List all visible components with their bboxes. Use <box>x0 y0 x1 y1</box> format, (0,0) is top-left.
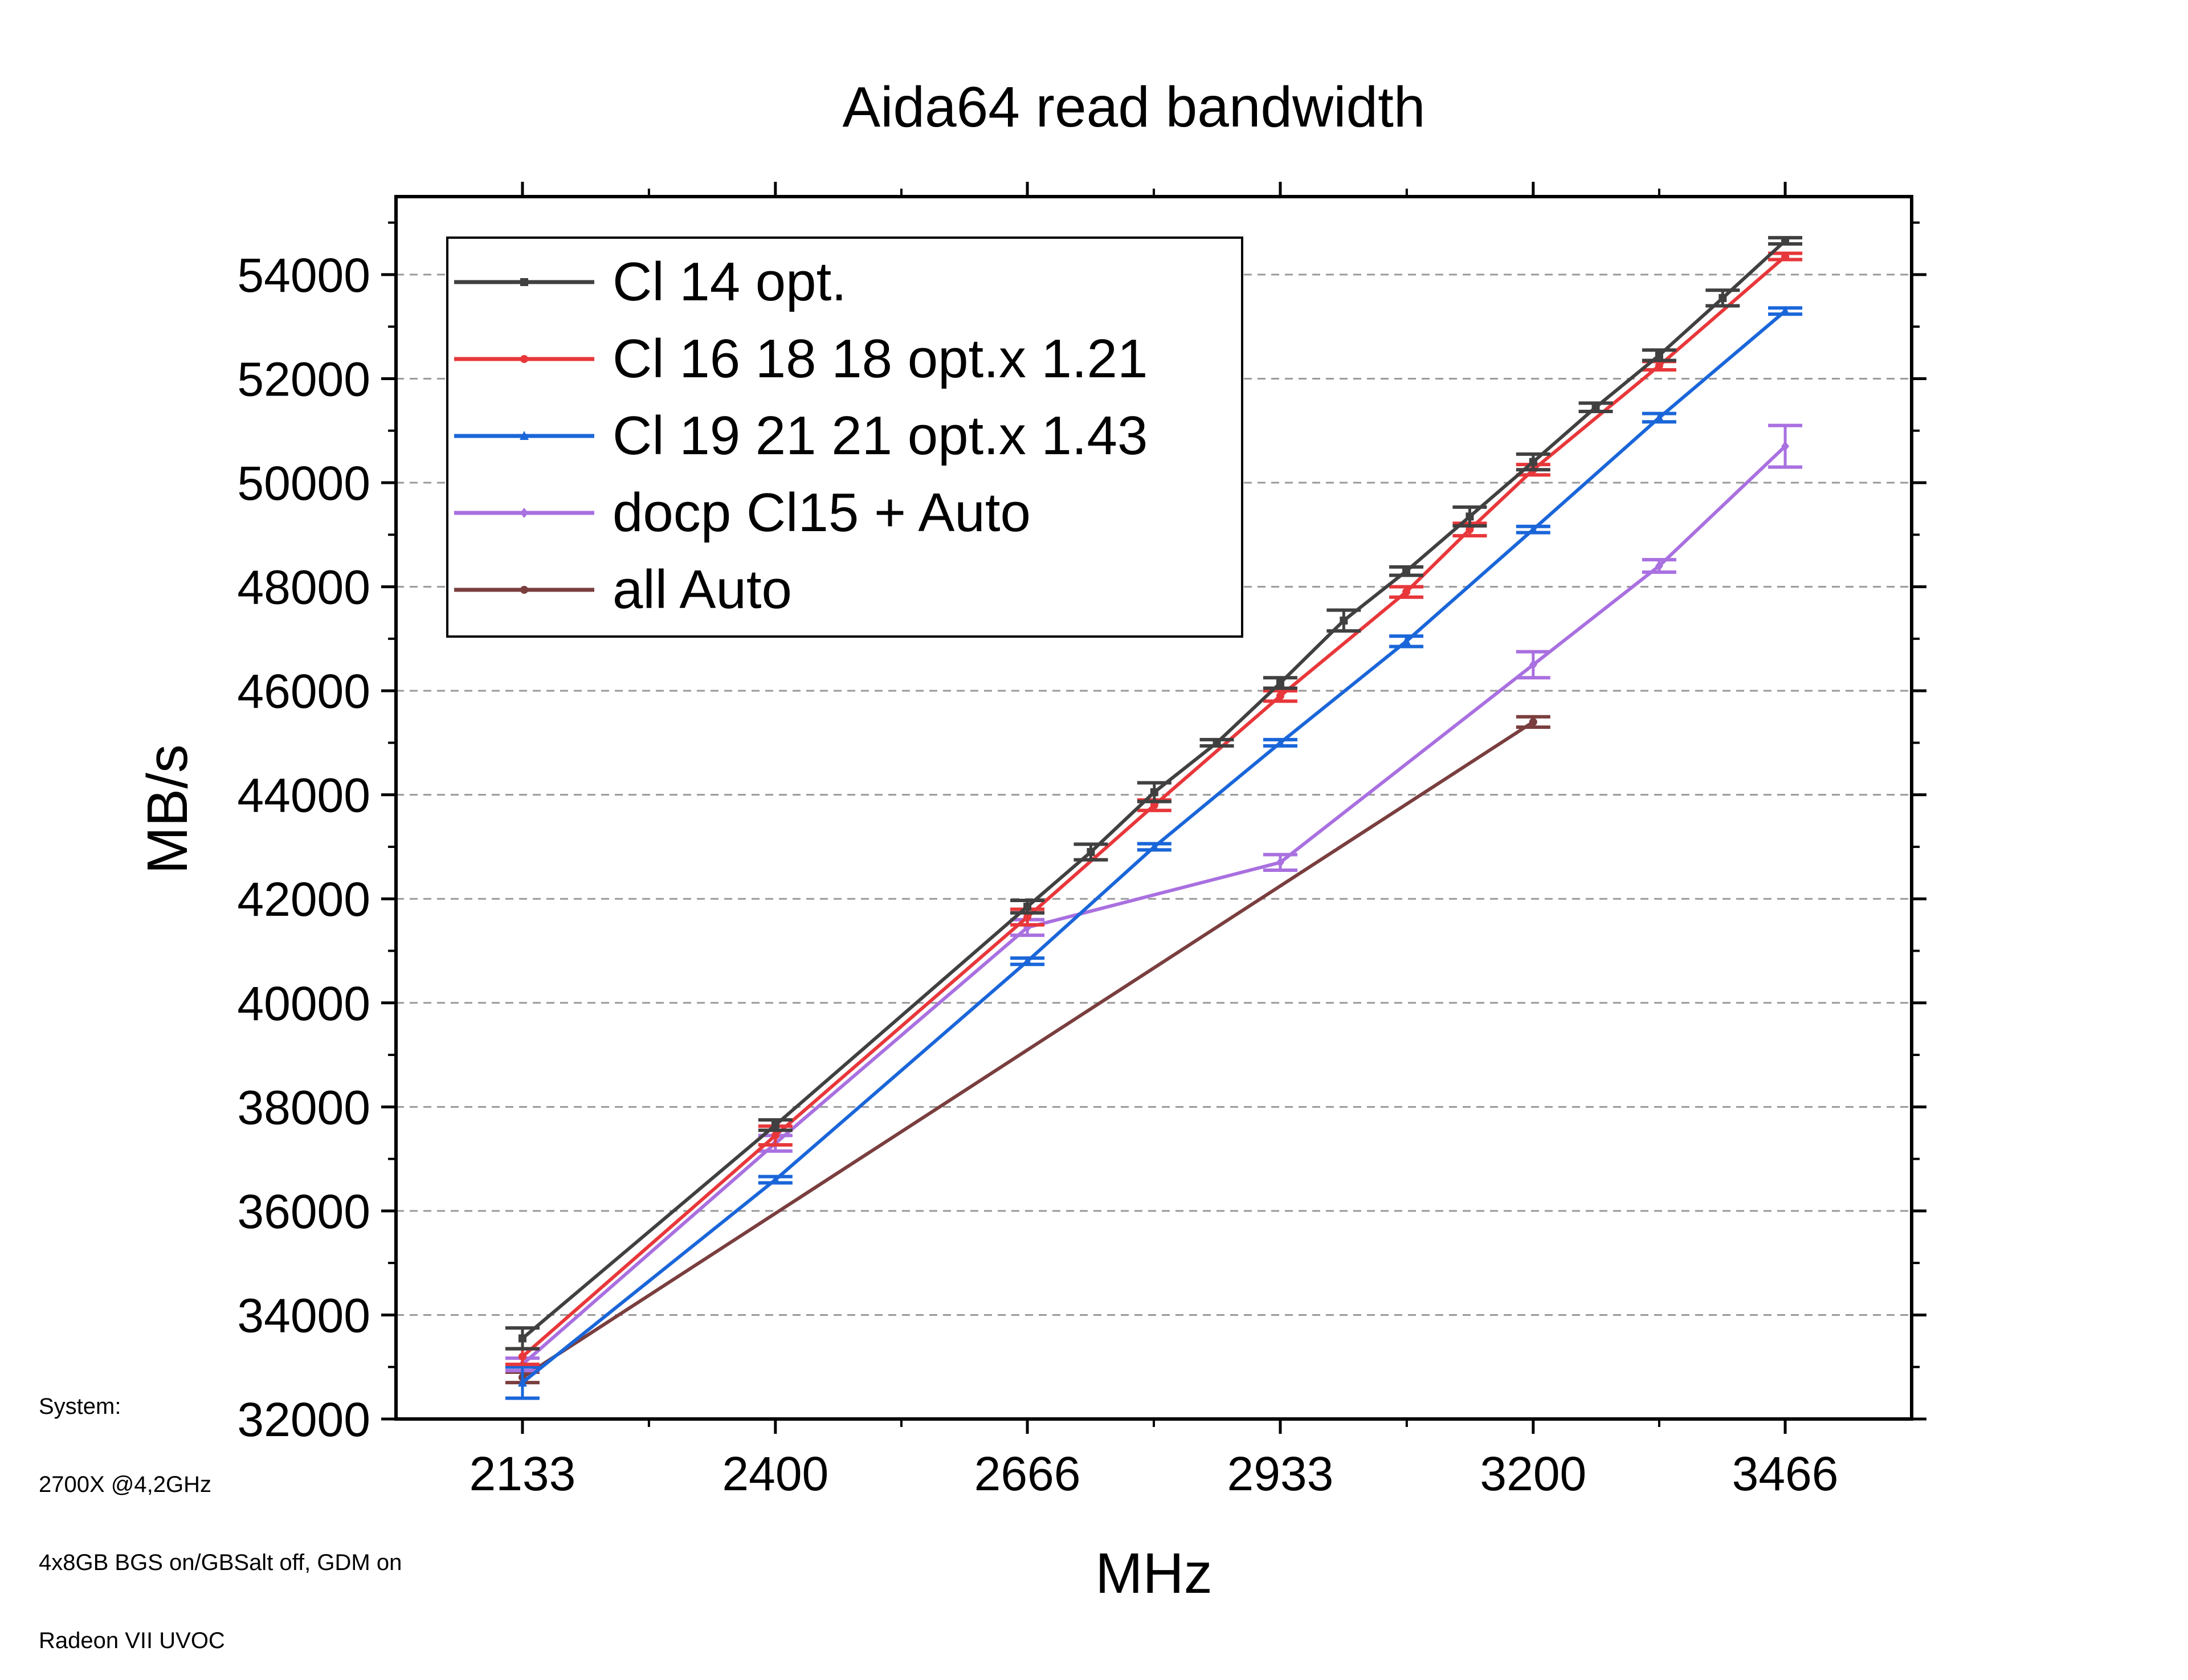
data-point <box>1528 524 1538 534</box>
data-point <box>520 431 529 440</box>
data-point <box>520 586 528 594</box>
data-point <box>1655 361 1663 370</box>
legend-label: docp Cl15 + Auto <box>613 482 1031 543</box>
data-point <box>1529 659 1537 670</box>
data-point <box>1402 567 1411 576</box>
y-tick-label: 44000 <box>237 769 370 822</box>
legend-label: all Auto <box>613 559 792 620</box>
data-point <box>1149 841 1159 851</box>
y-tick-label: 42000 <box>237 872 370 926</box>
data-point <box>1023 956 1032 965</box>
data-point <box>771 1131 779 1140</box>
data-point <box>1654 412 1664 422</box>
x-tick-label: 2666 <box>974 1447 1081 1500</box>
data-point <box>1276 857 1284 868</box>
data-point <box>517 1377 527 1387</box>
x-tick-label: 2133 <box>470 1447 576 1500</box>
x-axis-label: MHz <box>1095 1542 1213 1605</box>
data-point <box>520 355 528 363</box>
data-point <box>1150 788 1158 797</box>
data-point <box>1276 692 1284 700</box>
y-tick-label: 40000 <box>237 977 370 1030</box>
data-point <box>520 508 528 518</box>
legend-label: Cl 14 opt. <box>613 251 847 312</box>
system-notes-line: 4x8GB BGS on/GBSalt off, GDM on <box>39 1550 402 1575</box>
y-tick-label: 50000 <box>237 456 370 510</box>
data-point <box>771 1121 779 1129</box>
y-tick-label: 52000 <box>237 352 370 406</box>
legend: Cl 14 opt. Cl 16 18 18 opt.x 1.21 Cl 19 21… <box>446 236 1243 638</box>
system-notes-line: Radeon VII UVOC <box>39 1628 225 1653</box>
series-layer <box>505 236 1803 1400</box>
data-point <box>1529 458 1537 466</box>
series-group <box>505 236 1803 1351</box>
data-point <box>1466 512 1474 521</box>
data-point <box>1591 403 1600 411</box>
data-point <box>1340 616 1348 625</box>
system-notes-line: 2700X @4,2GHz <box>39 1472 211 1497</box>
series-group <box>505 715 1550 1385</box>
series-line <box>521 255 1787 1358</box>
series-group <box>505 305 1803 1400</box>
data-point <box>518 1334 526 1343</box>
series-line <box>521 720 1534 1379</box>
legend-label: Cl 16 18 18 opt.x 1.21 <box>613 328 1148 389</box>
data-point <box>1781 252 1790 260</box>
data-point <box>1276 679 1284 687</box>
y-tick-label: 38000 <box>237 1080 370 1134</box>
data-point <box>520 278 528 286</box>
x-tick-label: 2400 <box>722 1447 828 1500</box>
data-point <box>518 1352 526 1361</box>
chart-title: Aida64 read bandwidth <box>843 75 1426 139</box>
data-point <box>1781 441 1790 452</box>
data-point <box>1087 848 1095 857</box>
data-point <box>1655 351 1663 360</box>
data-point <box>1655 561 1663 572</box>
y-tick-label: 54000 <box>237 248 370 302</box>
data-point <box>1023 902 1032 911</box>
system-notes-line: System: <box>39 1394 121 1419</box>
data-point <box>1718 293 1727 302</box>
x-tick-label: 3466 <box>1732 1447 1839 1500</box>
x-tick-label: 2933 <box>1227 1447 1334 1500</box>
y-tick-label: 34000 <box>237 1288 370 1342</box>
y-tick-label: 36000 <box>237 1185 370 1238</box>
data-point <box>1275 737 1285 747</box>
data-point <box>1402 588 1411 596</box>
data-point <box>1023 913 1032 921</box>
data-point <box>770 1175 780 1184</box>
y-tick-label: 32000 <box>237 1393 370 1446</box>
data-point <box>1402 636 1411 646</box>
legend-label: Cl 19 21 21 opt.x 1.43 <box>613 405 1148 466</box>
data-point <box>1213 739 1221 747</box>
data-point <box>1781 305 1790 315</box>
y-tick-label: 48000 <box>237 561 370 614</box>
series-group <box>505 251 1803 1367</box>
y-tick-label: 46000 <box>237 664 370 718</box>
x-tick-label: 3200 <box>1480 1447 1586 1500</box>
system-notes: System: 2700X @4,2GHz 4x8GB BGS on/GBSal… <box>39 1368 402 1680</box>
data-point <box>1529 717 1537 726</box>
axes: 32000 34000 36000 38000 40000 42000 44000 46000… <box>237 182 1926 1500</box>
y-axis-label: MB/s <box>136 744 199 874</box>
data-point <box>1781 236 1790 245</box>
